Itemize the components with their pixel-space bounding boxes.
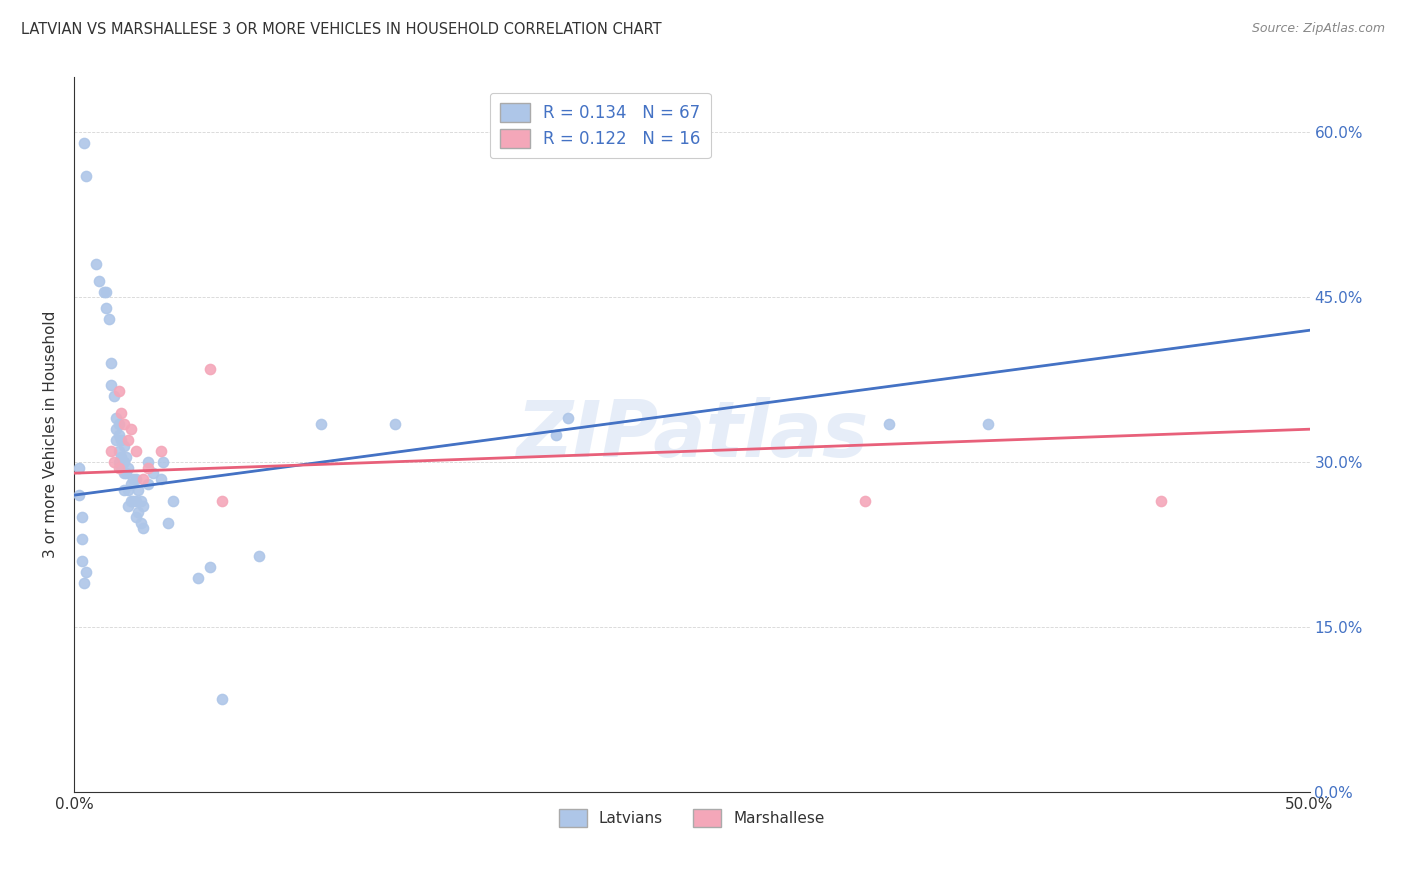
Point: [110, 460, 132, 475]
Point: [129, 516, 152, 530]
Point: [120, 493, 142, 508]
Point: [112, 417, 135, 431]
Point: [1150, 493, 1173, 508]
Point: [87, 274, 110, 288]
Point: [122, 472, 145, 486]
Point: [70, 554, 93, 568]
Point: [107, 460, 129, 475]
Point: [127, 483, 149, 497]
Point: [149, 444, 172, 458]
Point: [117, 483, 139, 497]
Point: [100, 444, 122, 458]
Point: [67, 488, 90, 502]
Text: LATVIAN VS MARSHALLESE 3 OR MORE VEHICLES IN HOUSEHOLD CORRELATION CHART: LATVIAN VS MARSHALLESE 3 OR MORE VEHICLE…: [21, 22, 662, 37]
Point: [879, 417, 901, 431]
Point: [122, 493, 145, 508]
Point: [70, 532, 93, 546]
Point: [125, 472, 148, 486]
Point: [120, 477, 142, 491]
Point: [110, 433, 132, 447]
Point: [853, 493, 876, 508]
Point: [96, 285, 118, 299]
Point: [112, 455, 135, 469]
Point: [100, 356, 122, 370]
Point: [86, 257, 108, 271]
Point: [96, 301, 118, 316]
Text: ZIPatlas: ZIPatlas: [516, 397, 868, 473]
Point: [107, 455, 129, 469]
Point: [544, 427, 567, 442]
Point: [110, 406, 132, 420]
Point: [103, 389, 125, 403]
Point: [112, 439, 135, 453]
Point: [117, 499, 139, 513]
Point: [100, 378, 122, 392]
Point: [149, 472, 172, 486]
Point: [132, 472, 155, 486]
Point: [132, 521, 155, 535]
Point: [105, 422, 128, 436]
Point: [187, 571, 209, 585]
Point: [384, 417, 406, 431]
Point: [125, 493, 148, 508]
Point: [110, 450, 132, 464]
Point: [115, 450, 138, 464]
Point: [112, 466, 135, 480]
Point: [107, 427, 129, 442]
Point: [115, 466, 138, 480]
Point: [75, 565, 97, 579]
Legend: Latvians, Marshallese: Latvians, Marshallese: [551, 801, 832, 834]
Point: [152, 455, 174, 469]
Point: [198, 361, 221, 376]
Point: [309, 417, 332, 431]
Point: [211, 493, 233, 508]
Point: [977, 417, 1000, 431]
Point: [103, 455, 125, 469]
Point: [162, 493, 184, 508]
Point: [129, 493, 152, 508]
Point: [120, 422, 142, 436]
Point: [557, 411, 579, 425]
Point: [247, 549, 270, 563]
Point: [125, 444, 148, 458]
Point: [67, 460, 90, 475]
Point: [117, 433, 139, 447]
Point: [142, 466, 165, 480]
Point: [97, 312, 120, 326]
Point: [73, 136, 96, 151]
Point: [156, 516, 179, 530]
Point: [127, 505, 149, 519]
Point: [73, 576, 96, 591]
Point: [107, 444, 129, 458]
Point: [75, 169, 97, 184]
Point: [93, 285, 115, 299]
Point: [132, 499, 155, 513]
Point: [125, 510, 148, 524]
Point: [70, 510, 93, 524]
Point: [105, 411, 128, 425]
Point: [112, 483, 135, 497]
Point: [136, 460, 159, 475]
Point: [136, 477, 159, 491]
Point: [107, 384, 129, 398]
Text: Source: ZipAtlas.com: Source: ZipAtlas.com: [1251, 22, 1385, 36]
Y-axis label: 3 or more Vehicles in Household: 3 or more Vehicles in Household: [44, 311, 58, 558]
Point: [211, 691, 233, 706]
Point: [136, 455, 159, 469]
Point: [117, 460, 139, 475]
Point: [107, 417, 129, 431]
Point: [105, 433, 128, 447]
Point: [198, 559, 221, 574]
